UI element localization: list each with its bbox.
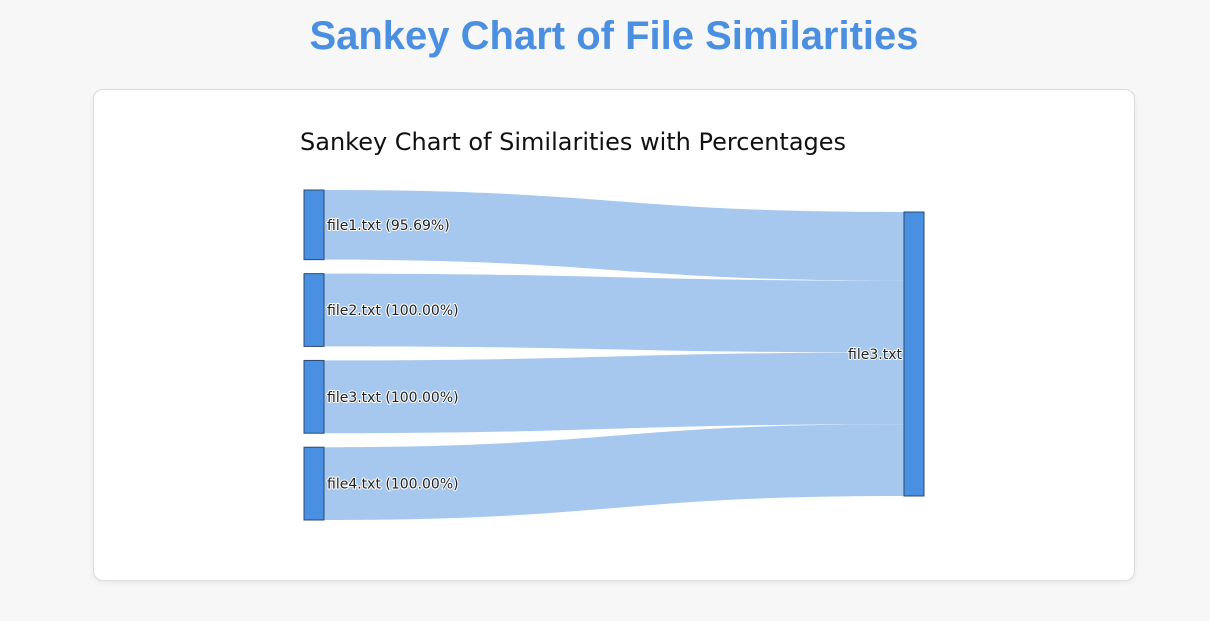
sankey-node-label-file4: file4.txt (100.00%) xyxy=(327,477,459,493)
sankey-node-file2[interactable] xyxy=(303,273,325,347)
links-layer xyxy=(324,190,904,520)
sankey-node-label-file3_src: file3.txt (100.00%) xyxy=(327,390,459,406)
sankey-node-file4[interactable] xyxy=(303,446,325,521)
labels-layer: file1.txt (95.69%) file2.txt (100.00%) fil… xyxy=(326,217,904,494)
chart-card: Sankey Chart of Similarities with Percen… xyxy=(93,89,1135,581)
sankey-chart: Sankey Chart of Similarities with Percen… xyxy=(300,128,925,521)
sankey-link-1[interactable] xyxy=(324,190,904,281)
sankey-node-label-file3_tgt: file3.txt xyxy=(848,347,902,363)
page-title: Sankey Chart of File Similarities xyxy=(309,14,919,58)
chart-title: Sankey Chart of Similarities with Percen… xyxy=(300,128,846,156)
sankey-node-file3_tgt[interactable] xyxy=(903,211,925,497)
sankey-link-3[interactable] xyxy=(324,352,904,434)
sankey-link-2[interactable] xyxy=(324,273,904,353)
sankey-node-label-file1: file1.txt (95.69%) xyxy=(327,218,450,234)
sankey-node-file1[interactable] xyxy=(303,189,325,261)
nodes-layer xyxy=(303,189,925,521)
sankey-node-file3_src[interactable] xyxy=(303,359,325,434)
sankey-node-label-file2: file2.txt (100.00%) xyxy=(327,303,459,319)
sankey-link-4[interactable] xyxy=(324,424,904,520)
